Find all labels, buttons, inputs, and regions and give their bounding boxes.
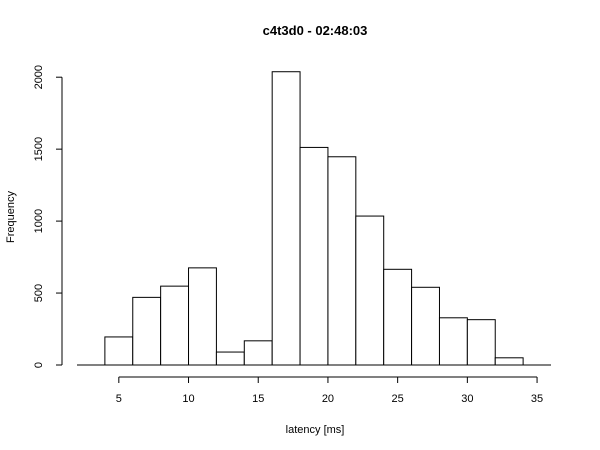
histogram-bar <box>494 357 524 366</box>
y-tick-label: 1500 <box>33 137 45 161</box>
histogram-bar <box>383 268 413 366</box>
y-tick-label: 2000 <box>33 65 45 89</box>
histogram-bar <box>243 340 273 366</box>
histogram-bar <box>132 296 162 366</box>
histogram-bar <box>327 156 357 366</box>
histogram-bar <box>411 286 440 366</box>
x-tick-label: 20 <box>322 393 334 405</box>
x-tick-label: 15 <box>252 393 264 405</box>
x-tick-label: 10 <box>182 393 194 405</box>
x-axis: 5 10 15 20 25 30 35 <box>116 376 543 405</box>
histogram-bar <box>188 267 217 366</box>
y-tick-label: 500 <box>33 284 45 302</box>
histogram-bar <box>438 317 468 366</box>
y-tick-label: 0 <box>33 362 45 368</box>
x-axis-label: latency [ms] <box>286 424 345 436</box>
histogram-bar <box>104 336 134 366</box>
histogram-bar <box>271 71 301 366</box>
y-tick-label: 1000 <box>33 209 45 233</box>
histogram-bar <box>355 215 385 366</box>
y-axis: 0 500 1000 1500 2000 <box>33 65 63 368</box>
histogram-bar <box>466 319 496 366</box>
histogram-bar <box>299 146 329 366</box>
bars-group <box>77 71 551 366</box>
x-tick-label: 25 <box>392 393 404 405</box>
x-tick-label: 35 <box>531 393 543 405</box>
histogram-bar <box>160 285 190 366</box>
chart-title: c4t3d0 - 02:48:03 <box>263 23 368 38</box>
x-tick-label: 5 <box>116 393 122 405</box>
histogram-bar <box>215 351 245 366</box>
x-tick-label: 30 <box>461 393 473 405</box>
y-axis-label: Frequency <box>5 191 17 243</box>
